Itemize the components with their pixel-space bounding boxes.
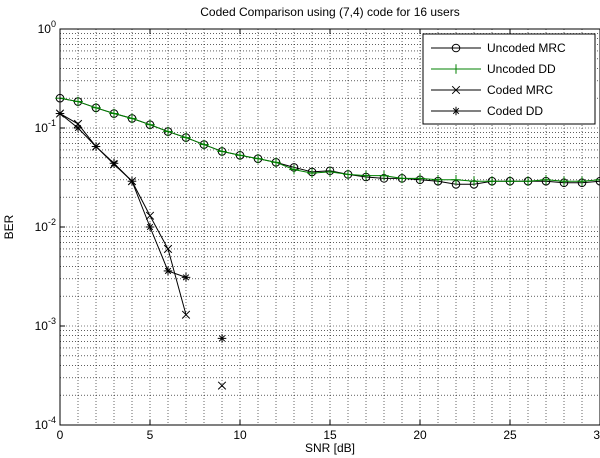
data-point-uncoded-dd	[307, 168, 317, 178]
y-tick-label: 10-2	[35, 217, 56, 234]
legend-label-uncoded-dd: Uncoded DD	[487, 62, 556, 76]
data-point-uncoded-dd	[469, 176, 479, 187]
data-point-uncoded-dd	[397, 173, 407, 184]
y-axis-label: BER	[2, 214, 16, 239]
data-point-uncoded-dd	[73, 96, 83, 107]
legend-marker-uncoded-mrc	[451, 43, 461, 53]
series-layer	[55, 93, 600, 390]
data-point-uncoded-dd	[91, 102, 101, 113]
data-point-uncoded-dd	[127, 113, 137, 124]
x-tick-label: 25	[503, 428, 517, 442]
y-tick-label: 10-1	[35, 118, 56, 135]
data-point-coded-dd	[73, 123, 83, 133]
x-tick-label: 10	[233, 428, 247, 442]
data-point-uncoded-dd	[487, 176, 497, 187]
legend-marker-coded-dd	[451, 106, 461, 116]
data-point-uncoded-dd	[325, 167, 335, 177]
series-line-coded-dd	[59, 113, 187, 278]
y-tick-label: 10-3	[35, 316, 56, 333]
data-point-coded-dd	[91, 142, 101, 151]
data-point-coded-dd	[217, 334, 227, 343]
data-point-uncoded-dd	[163, 126, 173, 137]
data-point-coded-mrc	[163, 244, 173, 254]
data-point-coded-dd	[163, 266, 173, 276]
data-point-coded-mrc	[181, 310, 191, 319]
data-point-uncoded-dd	[523, 176, 533, 187]
legend-label-coded-mrc: Coded MRC	[487, 83, 553, 97]
legend-label-uncoded-mrc: Uncoded MRC	[487, 41, 566, 55]
legend: Uncoded MRC Uncoded DD Coded MRC Coded DD	[422, 33, 596, 125]
legend-marker-uncoded-dd	[451, 64, 461, 74]
data-point-coded-dd	[181, 273, 191, 282]
x-tick-label: 0	[57, 428, 64, 442]
data-point-uncoded-dd	[559, 176, 569, 187]
data-point-uncoded-dd	[253, 153, 263, 164]
data-point-uncoded-dd	[181, 132, 191, 143]
x-tick-label: 20	[413, 428, 427, 442]
y-tick-label: 100	[38, 19, 56, 36]
data-point-uncoded-dd	[217, 146, 227, 157]
x-tick-label: 15	[323, 428, 337, 442]
chart-title: Coded Comparison using (7,4) code for 16…	[200, 5, 459, 19]
data-point-uncoded-dd	[235, 150, 245, 161]
legend-marker-coded-mrc	[451, 85, 461, 95]
data-point-uncoded-dd	[415, 173, 425, 184]
legend-box	[422, 33, 596, 125]
data-point-uncoded-dd	[199, 139, 209, 150]
data-point-coded-mrc	[145, 211, 155, 220]
data-point-coded-mrc	[217, 381, 227, 390]
data-point-uncoded-dd	[505, 176, 515, 187]
x-axis-label: SNR [dB]	[305, 441, 355, 455]
data-point-uncoded-dd	[451, 174, 461, 185]
data-point-uncoded-dd	[433, 174, 443, 185]
ticks: 0 5 10 15 20 25 30 10-4 10-3 10-2 10-1 100	[35, 19, 600, 442]
data-point-uncoded-dd	[541, 174, 551, 185]
data-point-uncoded-dd	[145, 119, 155, 130]
data-point-uncoded-dd	[379, 170, 389, 181]
data-point-uncoded-dd	[595, 174, 600, 185]
data-point-uncoded-dd	[289, 164, 299, 175]
y-tick-label: 10-4	[35, 415, 56, 432]
legend-label-coded-dd: Coded DD	[487, 104, 543, 118]
data-point-uncoded-dd	[361, 170, 371, 181]
data-point-coded-dd	[145, 222, 155, 232]
data-point-coded-dd	[109, 158, 119, 168]
x-tick-label: 30	[593, 428, 600, 442]
data-point-uncoded-dd	[271, 157, 281, 168]
data-point-uncoded-mrc	[595, 176, 600, 186]
x-tick-label: 5	[147, 428, 154, 442]
data-point-uncoded-dd	[343, 169, 353, 180]
data-point-uncoded-dd	[109, 108, 119, 119]
data-point-uncoded-dd	[577, 176, 587, 187]
data-point-coded-dd	[127, 176, 137, 186]
grid	[60, 29, 600, 425]
